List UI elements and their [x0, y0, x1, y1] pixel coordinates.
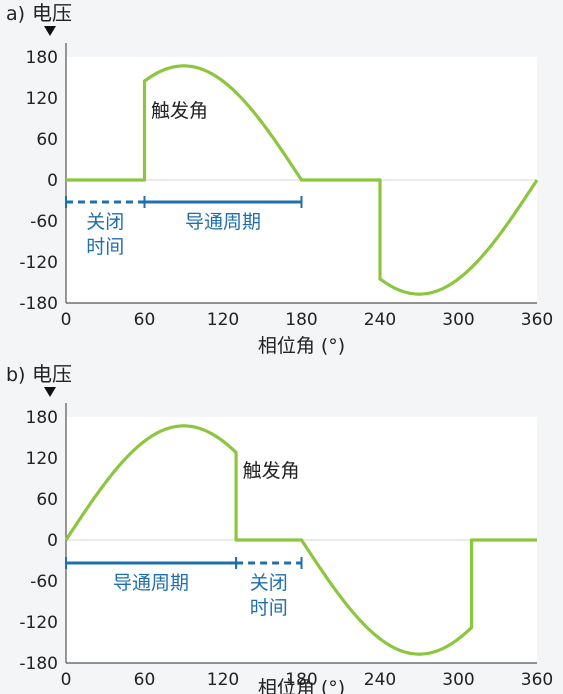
x-tick-label: 300 [442, 670, 474, 690]
y-tick-label: 180 [26, 48, 58, 68]
y-tick-label: 120 [26, 449, 58, 469]
trigger-angle-label: 触发角 [151, 100, 208, 122]
x-tick-label: 240 [364, 670, 396, 690]
y-tick-label: 60 [36, 490, 58, 510]
x-tick-label: 180 [285, 310, 317, 330]
panel-letter: b) [6, 364, 25, 386]
y-tick-label: -120 [19, 253, 58, 273]
x-tick-label: 120 [207, 670, 239, 690]
trigger-angle-label: 触发角 [243, 460, 300, 482]
x-tick-label: 60 [134, 670, 156, 690]
voltage-series-line [64, 424, 537, 656]
axis-arrow-icon [44, 387, 56, 397]
y-tick-label: -120 [19, 613, 58, 633]
interval-label: 关闭 [86, 211, 124, 233]
panel-letter: a) [6, 3, 25, 25]
axis-arrow-icon [44, 26, 56, 36]
interval-label: 时间 [250, 597, 288, 619]
x-tick-label: 180 [285, 670, 317, 690]
y-tick-label: 180 [26, 408, 58, 428]
interval-label: 关闭 [250, 572, 288, 594]
x-axis-label: 相位角 (°) [258, 677, 345, 694]
interval-label: 导通周期 [113, 572, 189, 594]
y-axis-label: 电压 [32, 362, 72, 386]
x-axis-label: 相位角 (°) [258, 335, 345, 357]
x-tick-label: 60 [134, 310, 156, 330]
x-tick-label: 240 [364, 310, 396, 330]
interval-label: 导通周期 [185, 211, 261, 233]
y-tick-label: -60 [30, 572, 58, 592]
x-tick-label: 0 [61, 670, 72, 690]
y-tick-label: -60 [30, 212, 58, 232]
y-tick-label: -180 [19, 294, 58, 314]
y-tick-label: 60 [36, 130, 58, 150]
x-tick-label: 300 [442, 310, 474, 330]
y-axis-label: 电压 [32, 1, 72, 25]
x-tick-label: 0 [61, 310, 72, 330]
y-tick-label: 0 [47, 531, 58, 551]
x-tick-label: 120 [207, 310, 239, 330]
y-tick-label: 120 [26, 89, 58, 109]
y-tick-label: -180 [19, 654, 58, 674]
voltage-series-line [66, 64, 539, 296]
x-tick-label: 360 [521, 310, 553, 330]
x-tick-label: 360 [521, 670, 553, 690]
y-tick-label: 0 [47, 171, 58, 191]
interval-label: 时间 [86, 236, 124, 258]
